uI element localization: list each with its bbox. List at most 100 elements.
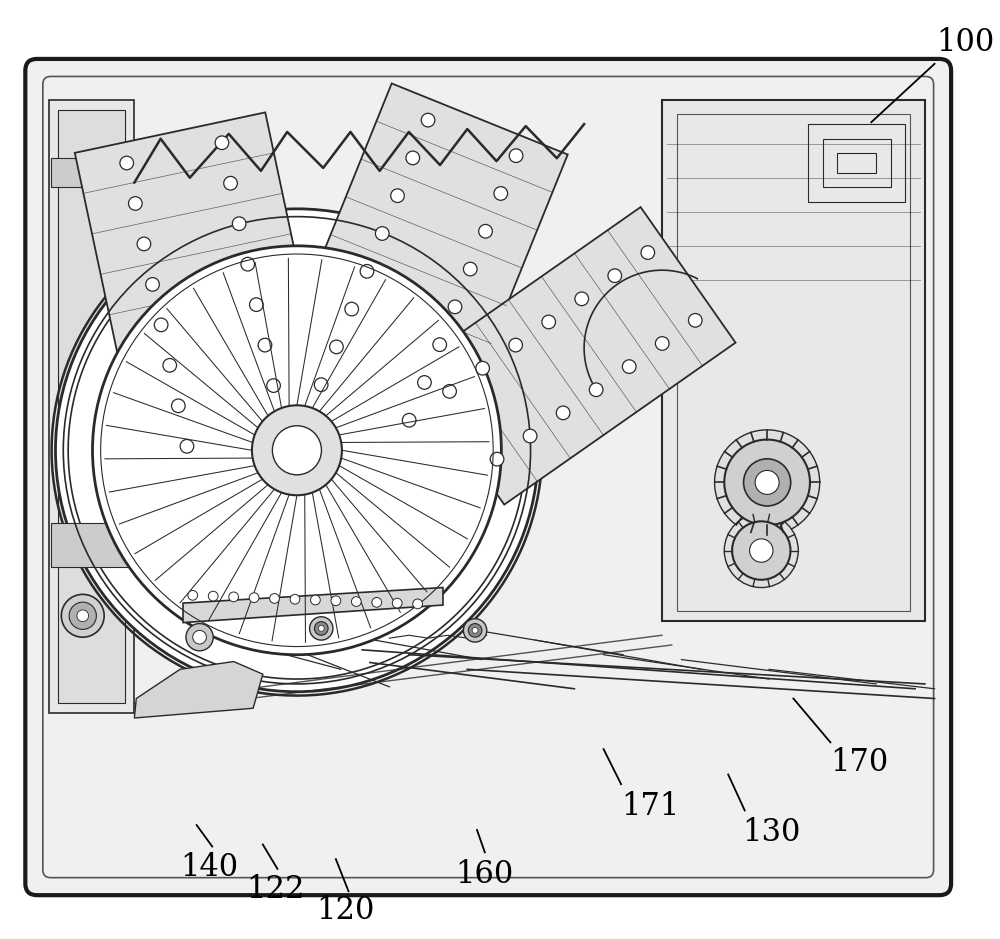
Circle shape [608,269,622,283]
Circle shape [509,338,522,352]
Circle shape [472,627,478,633]
Circle shape [232,217,246,230]
Circle shape [724,439,810,525]
Circle shape [724,514,798,588]
Circle shape [241,257,255,271]
Circle shape [290,594,300,604]
Text: 120: 120 [316,895,375,926]
Text: 122: 122 [246,874,305,905]
Circle shape [163,359,177,372]
Circle shape [463,262,477,276]
Circle shape [732,521,790,579]
Circle shape [542,316,556,329]
Circle shape [258,338,272,352]
Circle shape [69,602,96,629]
Circle shape [331,596,341,606]
Circle shape [311,595,320,605]
Circle shape [272,425,321,475]
Circle shape [479,224,492,239]
Circle shape [421,114,435,127]
Circle shape [402,413,416,427]
Circle shape [418,376,431,390]
Bar [51,523,132,567]
Circle shape [468,623,482,638]
Circle shape [750,539,773,562]
Circle shape [448,300,462,314]
Text: 170: 170 [830,747,889,778]
Circle shape [249,593,259,603]
Circle shape [215,136,229,149]
Circle shape [744,459,791,506]
Circle shape [463,619,487,642]
Circle shape [641,246,655,259]
Bar [837,153,876,173]
Circle shape [622,360,636,374]
Circle shape [229,592,239,602]
Text: 100: 100 [937,27,995,58]
Circle shape [129,196,142,210]
Circle shape [575,292,589,305]
Circle shape [252,406,342,495]
Circle shape [55,208,538,692]
Circle shape [224,177,237,190]
Circle shape [154,318,168,331]
Circle shape [77,610,89,622]
Circle shape [391,189,404,203]
Circle shape [476,362,489,375]
Circle shape [406,151,420,164]
Circle shape [490,453,504,466]
Circle shape [523,429,537,443]
Circle shape [443,385,456,398]
Circle shape [120,156,134,170]
Circle shape [250,298,263,312]
Circle shape [330,340,343,354]
Circle shape [345,302,359,316]
Circle shape [372,597,382,608]
Bar [662,100,925,621]
Circle shape [413,599,423,608]
Bar [51,159,132,188]
Circle shape [180,439,194,454]
Circle shape [270,593,279,604]
Polygon shape [75,113,334,477]
Circle shape [188,591,198,600]
Circle shape [494,187,508,200]
Circle shape [318,625,324,631]
Circle shape [556,406,570,420]
FancyBboxPatch shape [25,59,951,895]
Polygon shape [183,588,443,623]
Circle shape [208,592,218,601]
Circle shape [589,383,603,396]
Text: 130: 130 [742,817,800,848]
Bar [58,110,125,703]
Polygon shape [134,662,263,718]
Polygon shape [409,208,736,504]
Bar [823,139,891,188]
Circle shape [715,430,820,535]
Circle shape [688,314,702,327]
Circle shape [186,623,213,651]
Circle shape [392,598,402,608]
Circle shape [360,265,374,278]
Circle shape [509,149,523,162]
Polygon shape [270,84,568,457]
Circle shape [310,617,333,640]
Circle shape [314,622,328,636]
Text: 140: 140 [180,853,238,884]
Circle shape [137,238,151,251]
Circle shape [92,246,501,654]
Circle shape [267,378,280,393]
Text: 171: 171 [621,791,679,822]
Bar [677,115,910,611]
Circle shape [193,630,206,644]
Circle shape [755,470,779,495]
Circle shape [146,278,159,291]
Text: 160: 160 [456,859,514,890]
Bar [49,100,134,713]
Bar [808,124,905,202]
Circle shape [433,338,447,351]
Circle shape [314,377,328,392]
Circle shape [275,419,289,433]
Circle shape [375,226,389,240]
Circle shape [61,594,104,638]
